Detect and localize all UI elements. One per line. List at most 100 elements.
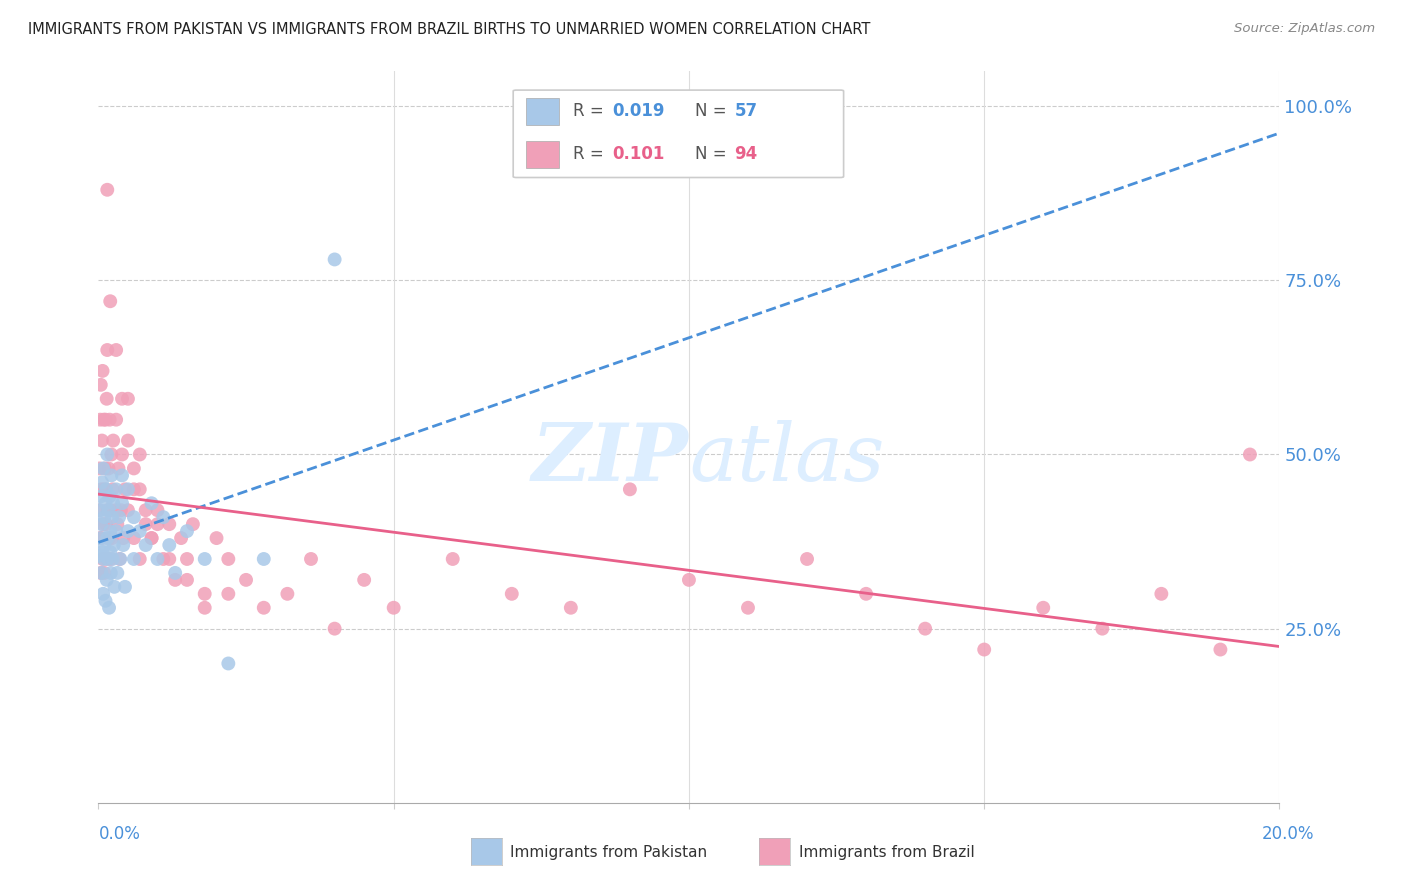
Point <box>299 552 322 566</box>
Point <box>217 552 239 566</box>
Point <box>108 552 131 566</box>
Point <box>122 552 145 566</box>
Text: 0.0%: 0.0% <box>98 825 141 843</box>
Point <box>105 517 128 532</box>
Point <box>128 524 150 538</box>
Point <box>100 552 122 566</box>
Point <box>157 517 180 532</box>
Point <box>135 503 157 517</box>
Point <box>111 468 134 483</box>
Point <box>217 587 239 601</box>
Point <box>128 448 150 462</box>
Text: N =: N = <box>695 145 731 163</box>
Text: IMMIGRANTS FROM PAKISTAN VS IMMIGRANTS FROM BRAZIL BIRTHS TO UNMARRIED WOMEN COR: IMMIGRANTS FROM PAKISTAN VS IMMIGRANTS F… <box>28 22 870 37</box>
Point <box>90 517 112 532</box>
Point <box>91 364 114 378</box>
Point <box>110 552 132 566</box>
Point <box>205 531 228 545</box>
Bar <box>526 98 560 125</box>
Point <box>90 489 112 503</box>
Text: 57: 57 <box>734 103 758 120</box>
Point <box>855 587 877 601</box>
Point <box>96 392 118 406</box>
Point <box>560 600 582 615</box>
Point <box>91 475 114 490</box>
Point <box>973 642 995 657</box>
Text: R =: R = <box>572 145 609 163</box>
Point <box>1209 642 1232 657</box>
Text: Immigrants from Pakistan: Immigrants from Pakistan <box>510 846 707 860</box>
Point <box>382 600 405 615</box>
Point <box>176 524 198 538</box>
Point <box>176 552 198 566</box>
Point <box>176 573 198 587</box>
Point <box>108 510 131 524</box>
Point <box>96 183 118 197</box>
Point <box>117 434 139 448</box>
Point <box>100 468 122 483</box>
Point <box>235 573 257 587</box>
Point <box>97 503 120 517</box>
Point <box>89 461 111 475</box>
Point <box>1032 600 1054 615</box>
Point <box>91 545 114 559</box>
Point <box>89 531 111 545</box>
Text: 94: 94 <box>734 145 758 163</box>
Point <box>353 573 375 587</box>
Bar <box>526 141 560 168</box>
Point <box>122 483 145 497</box>
Point <box>114 580 136 594</box>
Point <box>90 531 112 545</box>
Point <box>101 483 124 497</box>
Point <box>93 510 115 524</box>
Point <box>114 483 136 497</box>
Point <box>194 600 217 615</box>
Point <box>90 566 112 580</box>
Text: 20.0%: 20.0% <box>1263 825 1315 843</box>
Point <box>97 552 120 566</box>
Point <box>141 531 163 545</box>
Point <box>103 580 125 594</box>
Point <box>135 538 157 552</box>
Point <box>98 600 121 615</box>
Point <box>93 483 115 497</box>
Point <box>90 566 112 580</box>
Text: 0.101: 0.101 <box>613 145 665 163</box>
Point <box>98 524 121 538</box>
Text: 0.019: 0.019 <box>613 103 665 120</box>
Point <box>737 600 759 615</box>
Point <box>146 552 169 566</box>
Point <box>98 294 121 309</box>
Text: atlas: atlas <box>689 420 884 498</box>
Point <box>165 566 187 580</box>
Point <box>194 587 217 601</box>
Point <box>105 503 128 517</box>
Point <box>157 552 180 566</box>
Point <box>678 573 700 587</box>
Text: N =: N = <box>695 103 731 120</box>
Point <box>91 587 114 601</box>
Point <box>1150 587 1173 601</box>
Point <box>323 252 346 267</box>
Point <box>117 392 139 406</box>
Point <box>103 434 125 448</box>
Point <box>122 461 145 475</box>
Point <box>1091 622 1114 636</box>
Point <box>101 552 124 566</box>
Point <box>87 503 110 517</box>
Point <box>90 531 112 545</box>
Point <box>105 483 128 497</box>
Text: Immigrants from Brazil: Immigrants from Brazil <box>799 846 974 860</box>
Point <box>146 503 169 517</box>
Point <box>1239 448 1261 462</box>
Point <box>135 517 157 532</box>
Point <box>111 392 134 406</box>
Point <box>105 566 128 580</box>
Point <box>94 517 117 532</box>
Point <box>105 412 128 426</box>
Point <box>94 496 117 510</box>
Point <box>112 538 135 552</box>
Point <box>98 412 121 426</box>
Point <box>93 538 115 552</box>
Point <box>181 517 204 532</box>
